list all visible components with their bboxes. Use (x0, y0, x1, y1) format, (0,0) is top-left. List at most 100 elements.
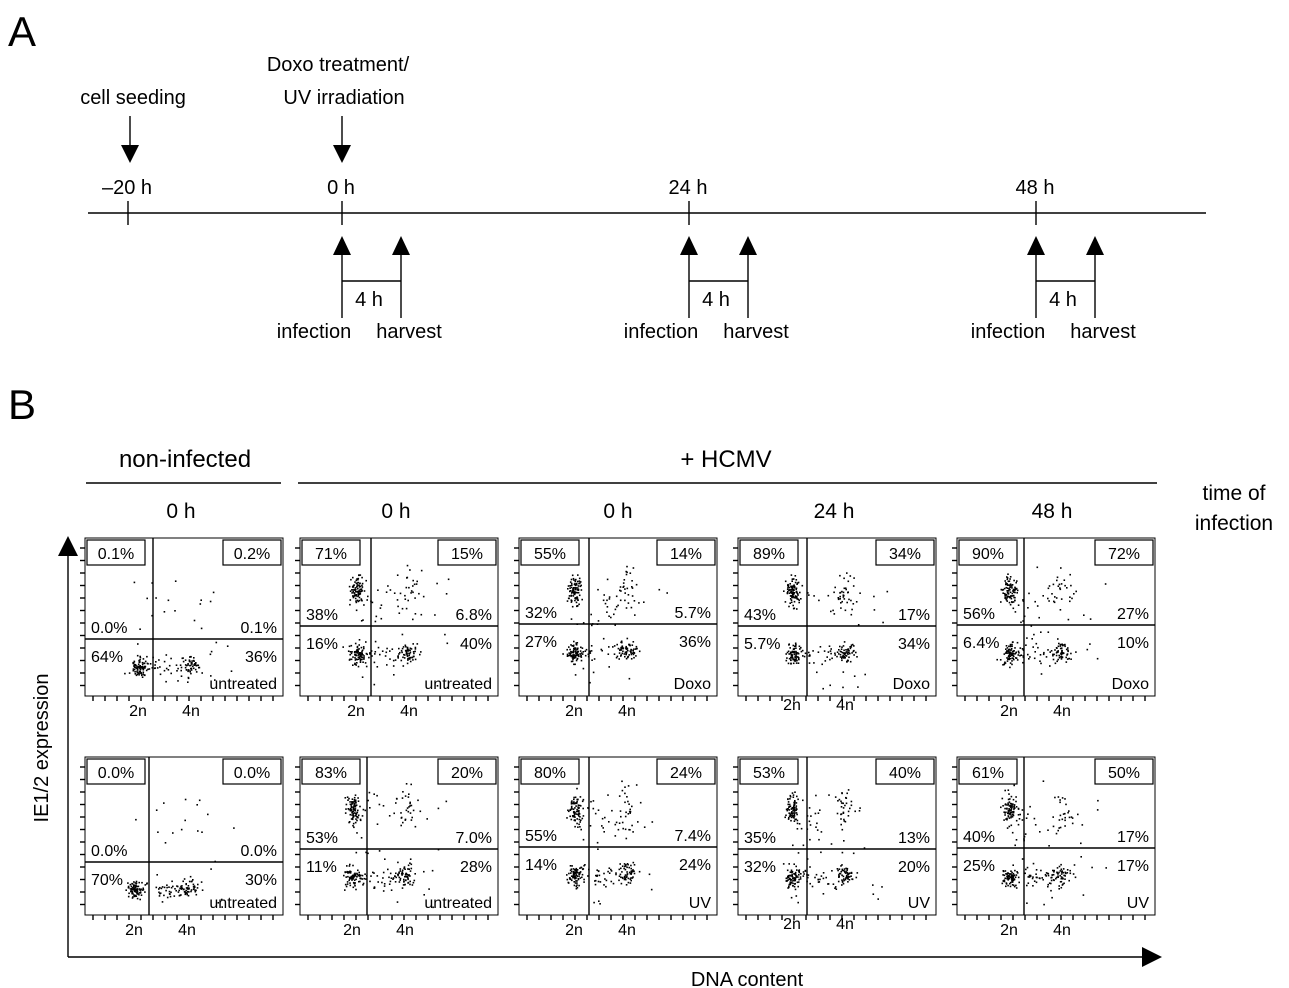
data-point (792, 604, 794, 607)
data-point (1009, 885, 1012, 888)
data-point (788, 809, 791, 811)
data-point (1008, 650, 1010, 652)
data-point (1060, 567, 1062, 569)
data-point (140, 888, 142, 890)
data-point (140, 672, 143, 675)
data-point (808, 807, 811, 809)
data-point (355, 654, 357, 656)
data-point (572, 587, 575, 590)
data-point (132, 661, 134, 664)
upper-right-box (875, 539, 935, 566)
data-point (581, 598, 583, 601)
data-point (842, 882, 845, 885)
data-point (573, 647, 575, 650)
data-point (626, 873, 629, 875)
data-point (612, 882, 615, 885)
data-point (577, 826, 579, 828)
data-point (576, 882, 578, 884)
data-point (194, 886, 196, 888)
data-point (798, 823, 801, 825)
harvest-arrow-head (1086, 236, 1104, 255)
data-point (577, 807, 580, 810)
data-point (1027, 882, 1030, 884)
data-point (1006, 576, 1008, 578)
data-point (619, 649, 621, 652)
data-point (840, 818, 842, 820)
data-point (167, 669, 170, 671)
data-point (382, 890, 385, 892)
data-point (344, 883, 347, 886)
data-point (788, 605, 790, 608)
data-point (614, 624, 616, 626)
data-point (1033, 817, 1036, 820)
data-point (360, 655, 362, 658)
data-point (185, 889, 187, 892)
data-point (355, 878, 357, 881)
data-point (826, 656, 828, 658)
data-point (1052, 869, 1054, 872)
data-point (567, 588, 569, 590)
data-point (1053, 869, 1055, 872)
data-point (1072, 873, 1075, 875)
data-point (794, 791, 796, 793)
data-point (787, 591, 789, 593)
data-point (838, 653, 840, 655)
data-point (1022, 620, 1024, 622)
data-point (789, 652, 792, 655)
data-point (570, 586, 573, 589)
data-point (349, 599, 352, 601)
data-point (1006, 583, 1008, 585)
data-point (619, 810, 622, 812)
data-point (195, 662, 197, 664)
data-point (352, 864, 354, 867)
data-point (136, 670, 138, 673)
data-point (575, 659, 578, 662)
data-point (156, 874, 158, 876)
data-point (130, 887, 133, 890)
data-point (1052, 816, 1054, 818)
data-point (1074, 876, 1077, 879)
data-point (576, 808, 578, 811)
data-point (1009, 596, 1012, 599)
data-point (1007, 815, 1010, 818)
data-point (845, 588, 847, 591)
data-point (1013, 591, 1015, 593)
data-point (181, 885, 183, 887)
treatment-label: untreated (424, 676, 492, 693)
data-point (577, 650, 579, 653)
data-point (135, 884, 137, 886)
data-point (139, 628, 141, 630)
data-point (1006, 577, 1009, 579)
upper-left-percent: 55% (534, 546, 566, 563)
data-point (797, 594, 799, 596)
data-point (569, 865, 572, 867)
data-point (575, 885, 578, 888)
data-point (411, 656, 413, 659)
data-point (601, 817, 604, 820)
scatter-dots (1000, 780, 1107, 906)
data-point (409, 805, 411, 807)
data-point (1057, 650, 1059, 652)
data-point (1010, 824, 1013, 827)
data-point (134, 673, 137, 675)
data-point (847, 580, 850, 583)
data-point (580, 584, 582, 587)
data-point (848, 651, 850, 654)
data-point (796, 596, 798, 599)
lower-right-percent: 20% (898, 859, 930, 876)
data-point (569, 869, 572, 872)
data-point (626, 571, 628, 574)
treatment-label: UV (1127, 895, 1150, 912)
data-point (622, 586, 624, 588)
data-point (589, 650, 591, 652)
data-point (359, 819, 362, 822)
data-point (127, 895, 130, 898)
data-point (800, 827, 803, 830)
data-point (597, 588, 599, 591)
data-point (798, 601, 800, 604)
data-point (603, 872, 605, 875)
data-point (818, 599, 820, 602)
data-point (346, 796, 349, 798)
data-point (1069, 596, 1071, 598)
data-point (844, 657, 846, 659)
